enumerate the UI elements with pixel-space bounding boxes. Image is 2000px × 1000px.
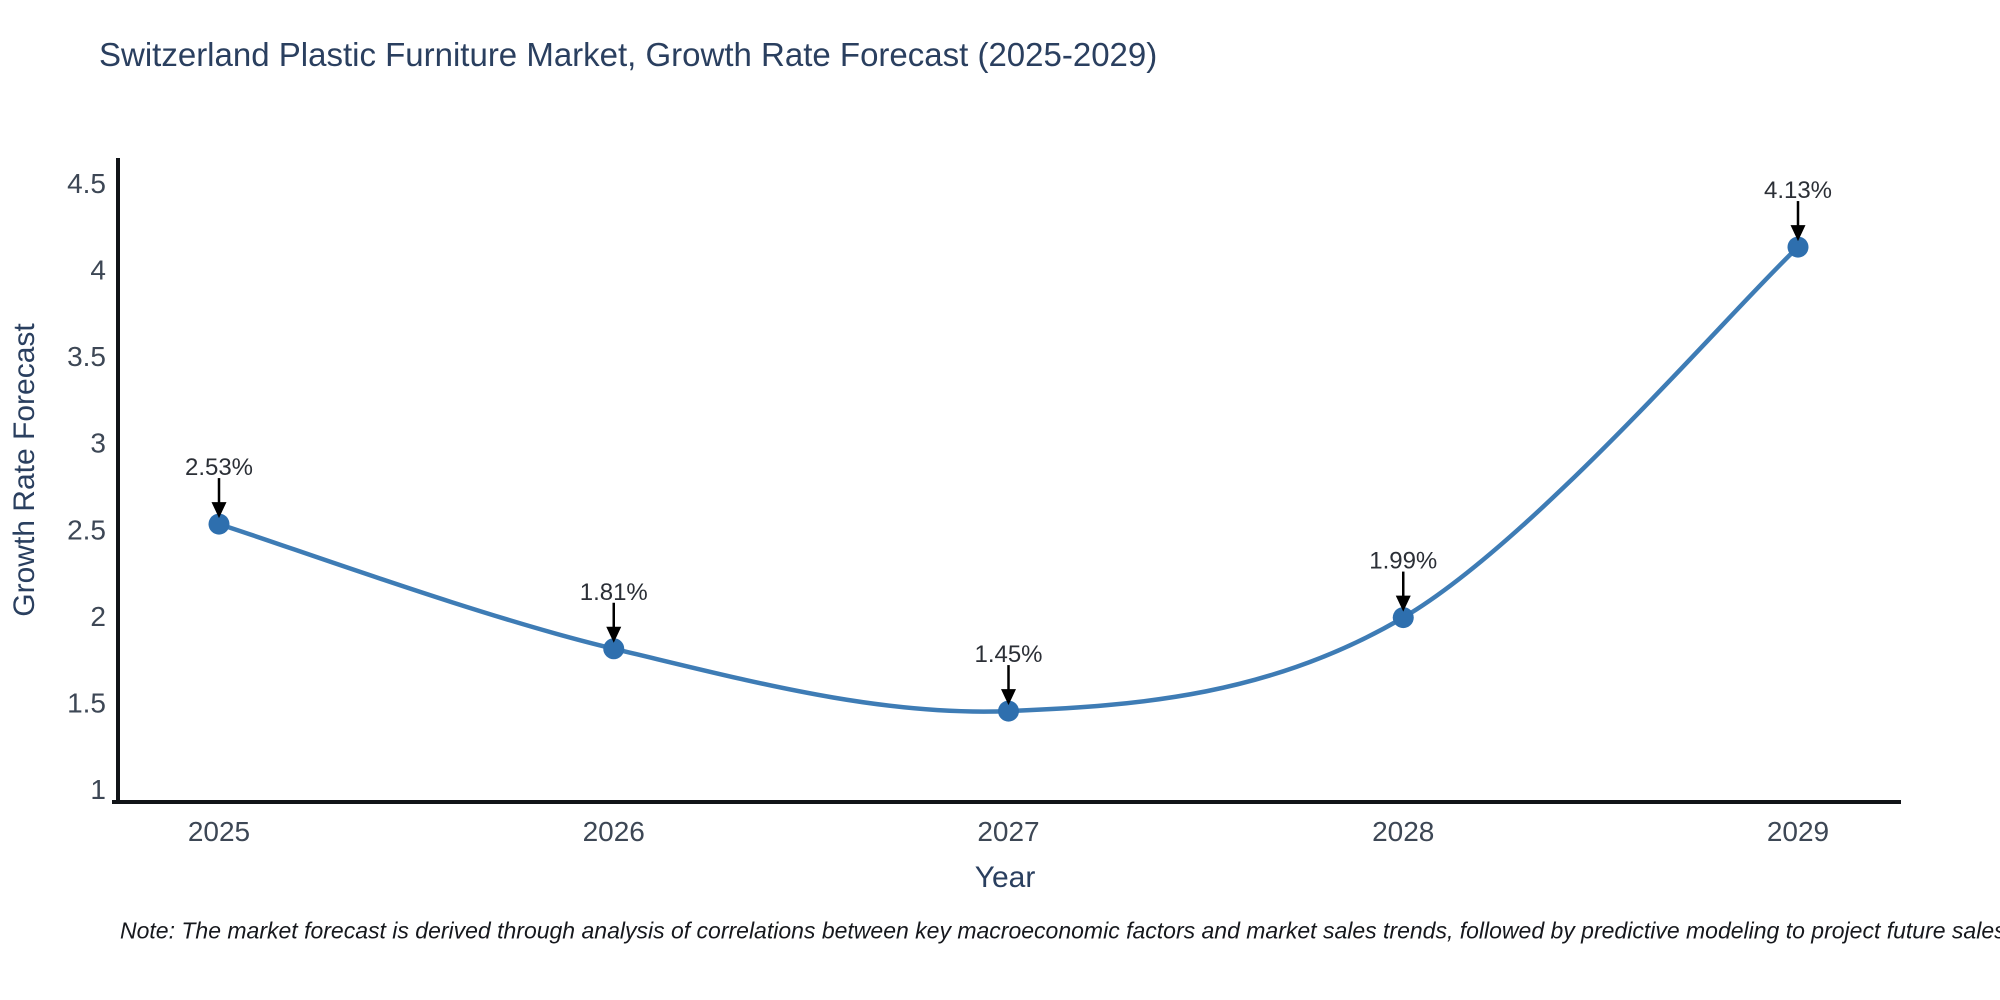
x-tick-label: 2027 — [977, 816, 1039, 847]
annotation-arrow-shaft — [1402, 571, 1405, 597]
y-tick-label: 1.5 — [67, 687, 106, 718]
data-point-marker — [998, 700, 1019, 722]
x-tick-label: 2026 — [583, 816, 645, 847]
point-value-label: 1.81% — [580, 579, 648, 606]
x-tick-label: 2028 — [1372, 816, 1434, 847]
annotation-arrow-head — [1395, 595, 1411, 612]
chart-title: Switzerland Plastic Furniture Market, Gr… — [99, 36, 1158, 73]
annotation-arrow-shaft — [1007, 665, 1010, 691]
point-value-label: 1.45% — [974, 641, 1042, 668]
annotation-arrow-head — [1790, 225, 1806, 242]
x-tick-label: 2025 — [188, 816, 250, 847]
annotation-arrow-shaft — [1796, 201, 1800, 227]
point-value-label: 2.53% — [185, 454, 253, 481]
data-point-marker — [1392, 607, 1414, 629]
annotation-arrow-head — [211, 502, 227, 519]
data-point-marker — [603, 638, 625, 660]
x-axis-title: Year — [974, 861, 1036, 894]
annotation-arrow-head — [606, 626, 622, 643]
annotation-arrow-shaft — [612, 602, 615, 628]
point-value-label: 1.99% — [1369, 548, 1437, 575]
annotation-arrow-shaft — [217, 478, 221, 504]
y-tick-label: 4.5 — [67, 168, 106, 199]
data-point-marker — [208, 513, 230, 535]
y-tick-label: 2.5 — [67, 514, 106, 545]
y-tick-label: 3 — [90, 428, 106, 459]
point-value-label: 4.13% — [1764, 177, 1832, 204]
y-tick-label: 2 — [90, 601, 106, 632]
x-axis-line — [112, 800, 1901, 804]
y-tick-label: 3.5 — [67, 341, 106, 372]
chart-footnote: Note: The market forecast is derived thr… — [120, 917, 2000, 944]
y-tick-label: 1 — [90, 774, 106, 805]
x-tick-label: 2029 — [1767, 816, 1829, 847]
data-point-marker — [1787, 236, 1809, 258]
annotation-arrow-head — [1001, 689, 1016, 706]
y-axis-line — [116, 158, 120, 804]
y-tick-label: 4 — [90, 255, 106, 286]
